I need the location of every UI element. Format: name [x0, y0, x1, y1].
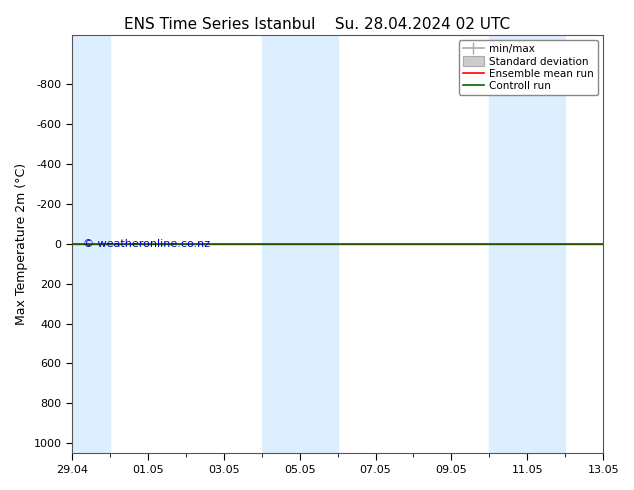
Y-axis label: Max Temperature 2m (°C): Max Temperature 2m (°C) — [15, 163, 28, 325]
Bar — [262, 35, 337, 453]
Text: © weatheronline.co.nz: © weatheronline.co.nz — [82, 239, 210, 249]
Legend: min/max, Standard deviation, Ensemble mean run, Controll run: min/max, Standard deviation, Ensemble me… — [459, 40, 598, 96]
Bar — [489, 35, 566, 453]
Text: ENS Time Series Istanbul    Su. 28.04.2024 02 UTC: ENS Time Series Istanbul Su. 28.04.2024 … — [124, 17, 510, 32]
Bar — [72, 35, 110, 453]
